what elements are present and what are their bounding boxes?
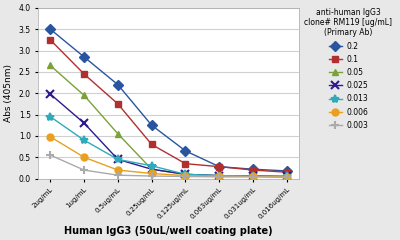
0.006 [217,175,222,178]
Legend: 0.2, 0.1, 0.05, 0.025, 0.013, 0.006, 0.003: 0.2, 0.1, 0.05, 0.025, 0.013, 0.006, 0.0… [301,5,395,133]
0.2 [48,28,53,31]
0.1 [149,143,154,146]
0.006 [284,175,289,178]
0.006 [82,156,86,159]
0.1 [82,72,86,75]
0.2 [149,124,154,127]
0.025 [116,158,120,161]
0.05 [284,175,289,178]
Line: 0.003: 0.003 [46,151,291,181]
Line: 0.013: 0.013 [46,113,291,181]
0.05 [217,174,222,177]
0.013 [82,139,86,142]
0.2 [82,55,86,58]
Y-axis label: Abs (405nm): Abs (405nm) [4,64,13,122]
0.003 [284,176,289,179]
0.05 [82,94,86,97]
0.05 [183,173,188,176]
0.05 [149,168,154,171]
Line: 0.05: 0.05 [47,62,290,180]
0.025 [251,175,256,178]
X-axis label: Human IgG3 (50uL/well coating plate): Human IgG3 (50uL/well coating plate) [64,226,273,236]
0.013 [251,175,256,178]
0.025 [149,168,154,171]
0.013 [149,164,154,167]
0.2 [116,83,120,86]
0.2 [217,165,222,168]
0.025 [284,175,289,178]
0.006 [183,174,188,177]
0.05 [48,64,53,67]
0.05 [251,175,256,178]
0.003 [251,175,256,178]
Line: 0.2: 0.2 [47,26,290,174]
0.003 [183,175,188,178]
0.2 [251,168,256,171]
0.1 [251,169,256,172]
0.013 [284,175,289,178]
0.003 [149,175,154,178]
0.003 [217,175,222,178]
0.05 [116,132,120,135]
0.1 [116,102,120,105]
0.025 [48,93,53,96]
0.013 [116,158,120,161]
0.003 [82,169,86,172]
0.006 [116,169,120,172]
Line: 0.1: 0.1 [47,36,290,176]
0.006 [251,175,256,178]
0.1 [48,38,53,41]
Line: 0.006: 0.006 [47,133,290,180]
0.1 [183,162,188,165]
0.003 [48,154,53,156]
0.025 [183,173,188,176]
0.025 [217,174,222,177]
0.006 [48,135,53,138]
0.013 [48,115,53,118]
Line: 0.025: 0.025 [46,90,291,181]
0.1 [217,165,222,168]
0.006 [149,172,154,175]
0.025 [82,122,86,125]
0.1 [284,171,289,174]
0.003 [116,174,120,177]
0.2 [183,150,188,152]
0.013 [217,174,222,177]
0.2 [284,169,289,172]
0.013 [183,173,188,176]
